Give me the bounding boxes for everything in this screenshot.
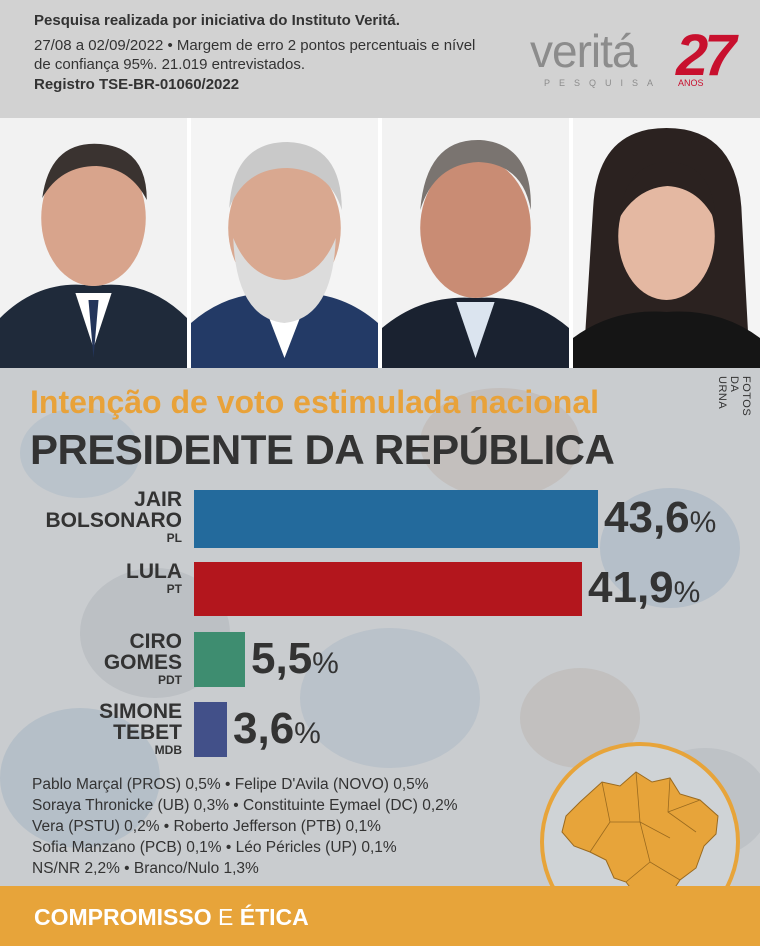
bar-value-unit: % — [312, 646, 339, 680]
logo-brand: veritá — [530, 25, 637, 77]
photo-credit: FOTOS DA URNA — [716, 376, 752, 417]
bar-value-label: 3,6% — [233, 704, 321, 754]
candidate-name: GOMES — [103, 651, 182, 674]
chart-subtitle: Intenção de voto estimulada nacional — [30, 384, 600, 420]
bar-value-number: 5,5 — [251, 633, 313, 683]
candidate-party: PL — [166, 531, 182, 545]
logo-anniversary-number: 27 — [676, 23, 736, 88]
others-line: NS/NR 2,2% • Branco/Nulo 1,3% — [32, 860, 259, 877]
survey-info-line1: Pesquisa realizada por iniciativa do Ins… — [34, 12, 400, 29]
bar-value-unit: % — [294, 716, 321, 750]
survey-info-line2: 27/08 a 02/09/2022 • Margem de erro 2 po… — [34, 37, 476, 73]
candidate-party: MDB — [154, 743, 182, 757]
candidate-party: PT — [166, 582, 182, 596]
photo-tebet — [573, 118, 760, 368]
others-line: Sofia Manzano (PCB) 0,1% • Léo Péricles … — [32, 839, 397, 856]
bar-value-unit: % — [689, 506, 717, 539]
bar-value-label: 5,5% — [251, 634, 339, 684]
logo-anos: ANOS — [678, 78, 704, 88]
chart-bar — [194, 702, 227, 757]
candidate-name: JAIR — [134, 488, 182, 511]
candidate-name: LULA — [126, 560, 182, 583]
header: Pesquisa realizada por iniciativa do Ins… — [0, 0, 760, 118]
candidate-name: CIRO — [129, 630, 183, 653]
bar-value-unit: % — [673, 576, 701, 609]
bar-value-number: 41,9 — [588, 563, 674, 612]
footer-word-compromisso: COMPROMISSO — [34, 904, 212, 930]
others-line: Vera (PSTU) 0,2% • Roberto Jefferson (PT… — [32, 818, 381, 835]
candidate-party: PDT — [158, 673, 182, 687]
bar-value-number: 43,6 — [604, 493, 690, 542]
chart-bar — [194, 562, 582, 616]
others-line: Pablo Marçal (PROS) 0,5% • Felipe D'Avil… — [32, 776, 429, 793]
bar-value-label: 43,6% — [604, 493, 716, 543]
chart-bar — [194, 490, 598, 548]
candidate-name: SIMONE — [99, 700, 182, 723]
other-candidates: Pablo Marçal (PROS) 0,5% • Felipe D'Avil… — [32, 774, 552, 879]
photo-lula — [191, 118, 378, 368]
others-line: Soraya Thronicke (UB) 0,3% • Constituint… — [32, 797, 458, 814]
footer-word-etica: ÉTICA — [239, 904, 309, 930]
bar-value-label: 41,9% — [588, 563, 700, 613]
chart-bar — [194, 632, 245, 687]
footer-word-e: E — [218, 904, 234, 930]
verita-logo: veritá PESQUISA 27 ANOS — [530, 22, 745, 92]
chart-title: PRESIDENTE DA REPÚBLICA — [30, 426, 615, 473]
candidate-name: BOLSONARO — [45, 509, 183, 532]
photo-ciro — [382, 118, 569, 368]
survey-registry: Registro TSE-BR-01060/2022 — [34, 76, 240, 93]
footer-slogan: COMPROMISSO E ÉTICA — [34, 904, 309, 931]
candidate-name: TEBET — [113, 721, 182, 744]
photo-bolsonaro — [0, 118, 187, 368]
bar-value-number: 3,6 — [233, 703, 295, 753]
logo-subtitle: PESQUISA — [544, 78, 663, 88]
footer-banner: COMPROMISSO E ÉTICA — [0, 886, 760, 946]
candidate-photos — [0, 118, 760, 368]
